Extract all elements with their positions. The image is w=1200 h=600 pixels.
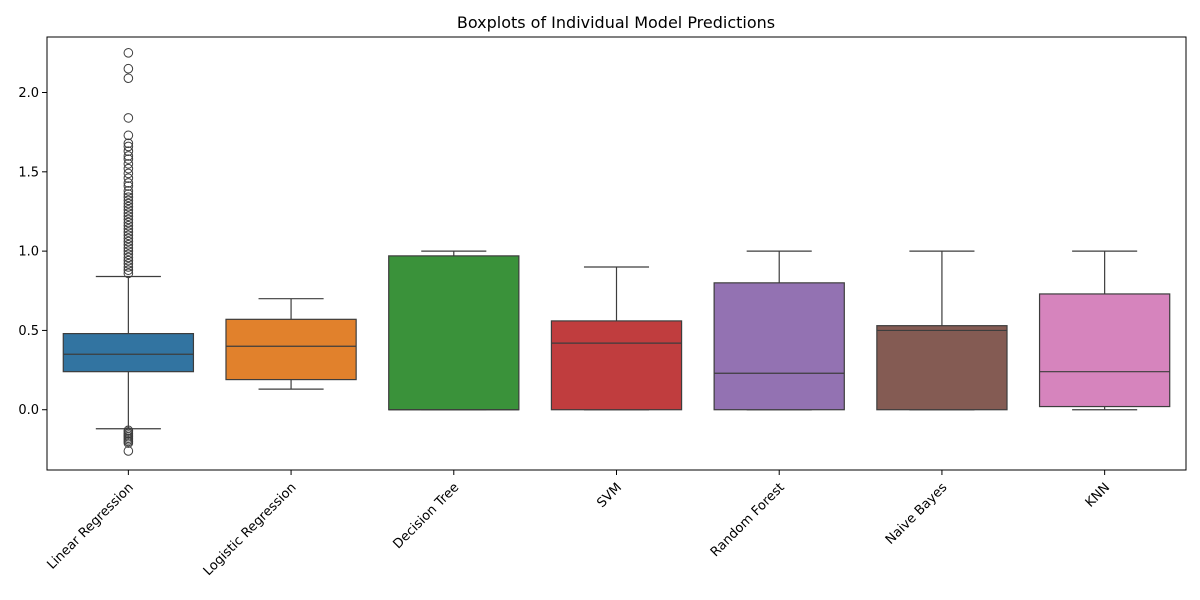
outlier-point	[123, 141, 134, 152]
outlier-point	[123, 214, 134, 225]
x-tick-label: KNN	[1083, 480, 1113, 510]
outlier-point	[123, 163, 134, 174]
outlier-point	[123, 446, 134, 456]
outlier-point	[123, 211, 134, 222]
outlier-point	[123, 227, 134, 237]
outlier-point	[123, 201, 134, 212]
x-tick-label: SVM	[594, 480, 625, 511]
outlier-point	[123, 262, 134, 272]
x-tick-label: Logistic Regression	[201, 480, 300, 579]
outlier-point	[123, 255, 134, 266]
outlier-point	[123, 192, 134, 202]
box	[876, 325, 1008, 411]
y-tick-label: 1.0	[18, 245, 39, 260]
outlier-point	[123, 246, 134, 256]
x-tick-label: Naive Bayes	[883, 480, 951, 548]
outlier-point	[123, 138, 134, 149]
box-group	[388, 250, 520, 411]
y-tick-label: 2.0	[18, 86, 39, 101]
outlier-point	[123, 130, 134, 141]
outlier-point	[123, 181, 134, 191]
outlier-point	[123, 236, 134, 247]
box-group	[62, 48, 195, 456]
outlier-point	[123, 220, 134, 231]
outlier-point	[123, 239, 134, 250]
outlier-point	[123, 208, 134, 218]
outlier-point	[123, 48, 134, 58]
outlier-point	[123, 159, 134, 169]
outlier-point	[123, 146, 134, 156]
outlier-point	[123, 73, 134, 84]
chart-title: Boxplots of Individual Model Predictions	[457, 13, 775, 32]
x-tick-label: Random Forest	[708, 480, 788, 560]
box-group	[550, 266, 683, 411]
outlier-point	[123, 230, 134, 241]
outlier-point	[123, 186, 134, 196]
box	[62, 332, 195, 373]
outlier-point	[123, 168, 134, 179]
outlier-point	[123, 438, 134, 448]
y-tick-label: 0.5	[18, 324, 39, 339]
box-group	[1038, 250, 1171, 411]
y-tick-label: 0.0	[18, 403, 39, 418]
box	[1038, 293, 1171, 408]
box-group	[713, 250, 845, 411]
outlier-point	[123, 268, 134, 279]
outlier-point	[123, 154, 134, 164]
outlier-point	[123, 243, 134, 253]
box-group	[876, 250, 1008, 411]
outlier-point	[123, 217, 134, 228]
outlier-point	[123, 173, 134, 183]
outlier-point	[123, 198, 134, 209]
outlier-point	[123, 265, 134, 275]
box	[225, 318, 357, 381]
outlier-point	[123, 63, 134, 74]
outlier-point	[123, 259, 134, 269]
outlier-point	[123, 205, 134, 215]
box	[550, 320, 683, 411]
plot-area	[62, 48, 1171, 456]
outlier-point	[123, 113, 134, 123]
box-group	[225, 298, 357, 390]
outlier-point	[123, 224, 134, 234]
y-axis: 0.0 0.5 1.0 1.5 2.0	[18, 86, 47, 418]
plot-frame	[46, 36, 1187, 471]
box	[388, 255, 520, 411]
x-axis: Linear Regression Logistic Regression Deci…	[44, 470, 1113, 579]
outlier-point	[123, 252, 134, 263]
x-tick-label: Decision Tree	[390, 480, 462, 552]
outlier-point	[123, 195, 134, 206]
outlier-point	[123, 233, 134, 244]
outlier-point	[123, 249, 134, 260]
box	[713, 282, 845, 411]
y-tick-label: 1.5	[18, 165, 39, 180]
outlier-point	[123, 189, 134, 199]
outlier-point	[123, 178, 134, 188]
outlier-point	[123, 151, 134, 161]
x-tick-label: Linear Regression	[44, 480, 136, 572]
